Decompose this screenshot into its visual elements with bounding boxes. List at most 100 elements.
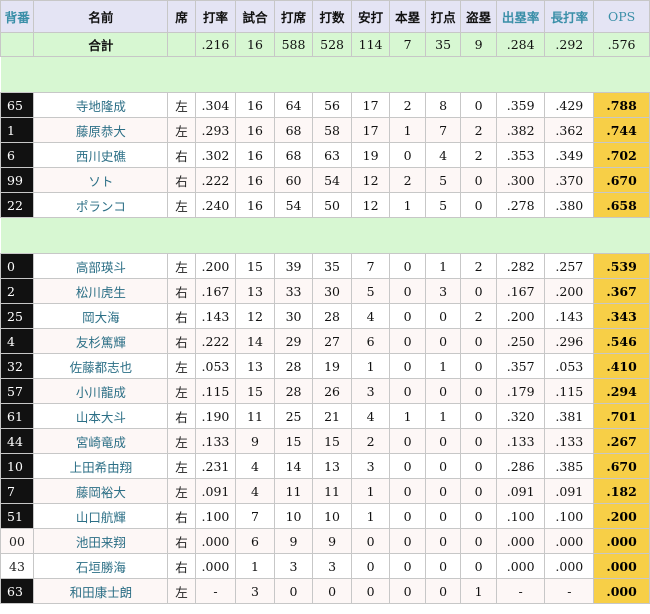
stat-rbi: 0 — [424, 478, 462, 504]
stat-avg: .240 — [194, 192, 237, 218]
stat-ops: .182 — [593, 478, 650, 504]
player-row: 6 西川史礁右 .302 16 68 63 19 0 4 2.353.349.702 — [0, 142, 650, 168]
stat-rbi: 0 — [424, 328, 462, 354]
stat-avg: .231 — [194, 453, 237, 479]
total-rbi: 35 — [424, 32, 462, 57]
uniform-number: 10 — [0, 453, 35, 479]
stat-slg: .200 — [544, 278, 595, 304]
col-header-ab: 打数 — [312, 0, 352, 33]
stat-rbi: 0 — [424, 428, 462, 454]
stat-sb: 1 — [460, 578, 497, 604]
uniform-number: 44 — [0, 428, 35, 454]
total-hr: 7 — [389, 32, 426, 57]
stat-games: 4 — [235, 478, 275, 504]
stat-pa: 60 — [273, 167, 314, 193]
bats-side: 左 — [167, 578, 196, 604]
stat-ops: .294 — [593, 378, 650, 404]
stat-ops: .343 — [593, 303, 650, 329]
stat-ab: 26 — [312, 378, 352, 404]
player-name: 山口航輝 — [33, 503, 169, 529]
col-header-bats: 席 — [167, 0, 196, 33]
total-pa: 588 — [273, 32, 314, 57]
stat-hits: 3 — [350, 453, 391, 479]
stat-hr: 0 — [389, 303, 426, 329]
stat-avg: .053 — [194, 353, 237, 379]
stat-rbi: 0 — [424, 303, 462, 329]
stat-ops: .267 — [593, 428, 650, 454]
uniform-number: 00 — [0, 528, 35, 554]
stat-ab: 10 — [312, 503, 352, 529]
stat-rbi: 8 — [424, 92, 462, 118]
stat-slg: .257 — [544, 253, 595, 279]
stat-pa: 64 — [273, 92, 314, 118]
stat-sb: 0 — [460, 92, 497, 118]
stat-sb: 0 — [460, 278, 497, 304]
stat-sb: 0 — [460, 328, 497, 354]
stat-sb: 2 — [460, 117, 497, 143]
stat-pa: 68 — [273, 142, 314, 168]
stat-games: 6 — [235, 528, 275, 554]
stat-hr: 0 — [389, 328, 426, 354]
stat-obp: .278 — [495, 192, 546, 218]
player-name: 松川虎生 — [33, 278, 169, 304]
col-header-ops: OPS — [593, 0, 650, 33]
stat-hr: 0 — [389, 428, 426, 454]
stat-ab: 35 — [312, 253, 352, 279]
player-name: 山本大斗 — [33, 403, 169, 429]
bats-side: 左 — [167, 378, 196, 404]
stat-games: 16 — [235, 142, 275, 168]
total-bats-cell — [167, 32, 196, 57]
col-header-sb: 盗塁 — [460, 0, 497, 33]
stat-games: 16 — [235, 92, 275, 118]
stat-hits: 1 — [350, 503, 391, 529]
col-header-number: 背番 — [0, 0, 35, 33]
total-games: 16 — [235, 32, 275, 57]
stat-games: 14 — [235, 328, 275, 354]
bats-side: 右 — [167, 303, 196, 329]
total-label: 合計 — [33, 32, 169, 57]
col-header-slg: 長打率 — [544, 0, 595, 33]
stat-rbi: 0 — [424, 528, 462, 554]
stat-rbi: 0 — [424, 453, 462, 479]
stat-slg: - — [544, 578, 595, 604]
stat-games: 11 — [235, 403, 275, 429]
stat-obp: .200 — [495, 303, 546, 329]
col-header-hits: 安打 — [350, 0, 391, 33]
stat-hits: 4 — [350, 303, 391, 329]
uniform-number: 57 — [0, 378, 35, 404]
stat-hits: 4 — [350, 403, 391, 429]
stat-ab: 3 — [312, 553, 352, 579]
stat-hits: 2 — [350, 428, 391, 454]
stat-obp: .179 — [495, 378, 546, 404]
stat-games: 13 — [235, 278, 275, 304]
player-row: 2 松川虎生右 .167 13 33 30 5 0 3 0.167.200.367 — [0, 278, 650, 304]
player-name: 佐藤都志也 — [33, 353, 169, 379]
stat-slg: .133 — [544, 428, 595, 454]
stat-hr: 0 — [389, 528, 426, 554]
stat-ab: 9 — [312, 528, 352, 554]
stat-ab: 27 — [312, 328, 352, 354]
player-name: 藤岡裕大 — [33, 478, 169, 504]
stat-sb: 2 — [460, 303, 497, 329]
bats-side: 右 — [167, 403, 196, 429]
stat-hits: 0 — [350, 528, 391, 554]
stat-hits: 1 — [350, 478, 391, 504]
stat-hr: 0 — [389, 378, 426, 404]
stat-sb: 0 — [460, 353, 497, 379]
stat-slg: .385 — [544, 453, 595, 479]
group-separator-row — [0, 217, 650, 254]
col-header-hr: 本塁 — [389, 0, 426, 33]
stat-sb: 0 — [460, 428, 497, 454]
total-row: 合計 .216 16 588 528 114 7 35 9 .284 .292 … — [0, 32, 650, 57]
stat-ops: .701 — [593, 403, 650, 429]
uniform-number: 4 — [0, 328, 35, 354]
stat-ab: 15 — [312, 428, 352, 454]
player-name: 上田希由翔 — [33, 453, 169, 479]
uniform-number: 51 — [0, 503, 35, 529]
bats-side: 左 — [167, 478, 196, 504]
stat-hits: 0 — [350, 553, 391, 579]
stat-hits: 12 — [350, 192, 391, 218]
bats-side: 右 — [167, 328, 196, 354]
stat-sb: 2 — [460, 142, 497, 168]
